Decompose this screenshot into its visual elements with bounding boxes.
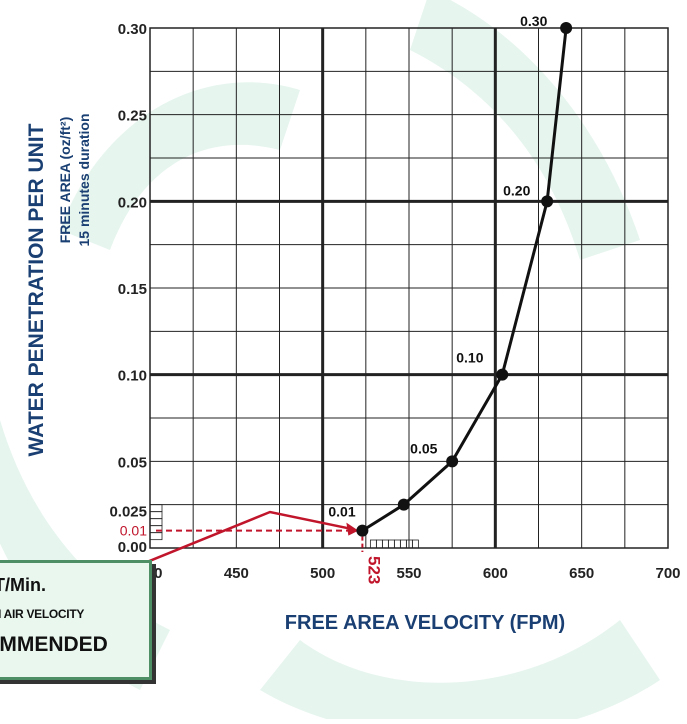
hash-mark: [149, 518, 163, 527]
y-tick-label: 0.025: [109, 504, 147, 521]
data-point: [446, 455, 459, 468]
data-point: [496, 368, 509, 381]
hash-mark: [375, 539, 383, 549]
watermark-shape: [60, 82, 300, 250]
scale-hash-marks: [149, 504, 419, 549]
y-tick-label: 0.25: [118, 108, 147, 125]
highlight-y-label: 0.01: [120, 523, 147, 539]
x-tick-label: 450: [224, 565, 249, 582]
x-tick-label: 600: [483, 565, 508, 582]
y-axis-sublabel-2: 15 minutes duration: [76, 113, 92, 246]
point-label: 0.01: [328, 504, 355, 520]
callout-arrow-head: [346, 522, 359, 536]
x-tick-label: 700: [655, 565, 680, 582]
data-point: [356, 524, 369, 537]
y-axis-sublabel-1: FREE AREA (oz/ft²): [57, 117, 73, 244]
y-axis-labels: WATER PENETRATION PER UNIT FREE AREA (oz/…: [25, 113, 92, 456]
hash-mark: [149, 511, 163, 520]
series-group: [356, 22, 573, 537]
highlight-markers: 0.01 523: [114, 510, 383, 584]
y-tick-label: 0.20: [118, 194, 147, 211]
y-axis-label: WATER PENETRATION PER UNIT: [25, 123, 48, 456]
point-label: 0.05: [410, 440, 437, 456]
callout-line-2: UM AIR VELOCITY: [0, 607, 85, 621]
watermark-shape: [410, 0, 640, 260]
x-tick-label: 650: [569, 565, 594, 582]
point-label: 0.30: [520, 13, 547, 29]
callout-arrow-line: [114, 510, 351, 577]
hash-mark: [411, 539, 419, 549]
hash-mark: [399, 539, 407, 549]
hash-mark: [393, 539, 401, 549]
point-label: 0.20: [503, 182, 530, 198]
watermark-shape: [260, 620, 660, 724]
x-tick-labels: 400450500550600650700: [137, 565, 680, 582]
y-tick-label: 0.30: [118, 21, 147, 38]
hash-mark: [387, 539, 395, 549]
x-axis-label: FREE AREA VELOCITY (FPM): [284, 612, 566, 634]
point-labels: 0.01 0.05 0.10 0.20 0.30: [328, 13, 547, 520]
data-point: [541, 195, 554, 208]
recommendation-callout: FT/Min. UM AIR VELOCITY OMMENDED: [0, 560, 152, 680]
callout-line-3: OMMENDED: [0, 633, 108, 656]
hash-mark: [381, 539, 389, 549]
point-label: 0.10: [456, 350, 483, 366]
y-tick-label: 0.05: [118, 454, 147, 471]
series-line: [361, 27, 568, 532]
y-tick-label: 0.10: [118, 368, 147, 385]
x-tick-label: 500: [310, 565, 335, 582]
hash-mark: [149, 504, 163, 513]
y-tick-labels: 0.00 0.025 0.05 0.10 0.15 0.20 0.25 0.30: [109, 21, 147, 556]
x-tick-label: 550: [396, 565, 421, 582]
y-tick-label: 0.00: [118, 539, 147, 556]
hash-mark: [149, 532, 163, 541]
chart-grid: [149, 27, 669, 549]
data-point: [397, 498, 410, 511]
y-tick-label: 0.15: [118, 281, 147, 298]
highlight-x-label: 523: [364, 556, 383, 584]
data-point: [560, 22, 573, 34]
callout-line-1: FT/Min.: [0, 575, 46, 595]
hash-mark: [369, 539, 377, 549]
